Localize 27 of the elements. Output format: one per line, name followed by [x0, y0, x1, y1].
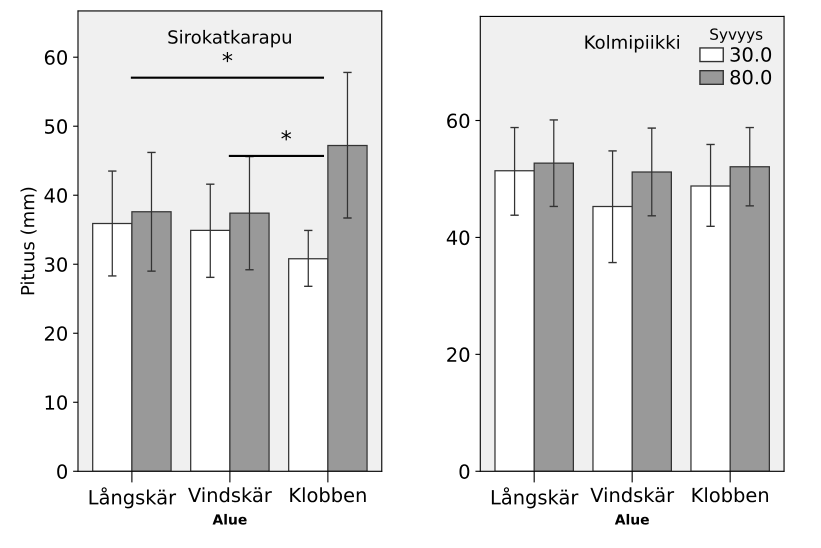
- x-axis-title: Alue: [614, 514, 649, 525]
- legend-label: 30.0: [730, 47, 772, 62]
- y-tick-label: 20: [447, 347, 470, 362]
- y-tick-label: 0: [57, 464, 67, 479]
- x-tick-label: Vindskär: [590, 487, 674, 502]
- y-tick-label: 40: [446, 230, 470, 246]
- legend-title: Syvyys: [710, 28, 762, 43]
- legend-label: 80.0: [730, 70, 772, 85]
- y-tick-label: 10: [46, 395, 67, 410]
- text: Kolmipiikki: [585, 34, 679, 52]
- x-axis-title: Alue: [212, 514, 247, 525]
- y-tick-label: 60: [447, 113, 470, 128]
- y-tick-label: 40: [44, 188, 67, 203]
- y-tick-label: 0: [459, 464, 470, 479]
- text: Sirokatkarapu: [168, 30, 291, 48]
- annotation: *: [281, 130, 292, 140]
- x-tick-label: Vindskär: [188, 487, 272, 502]
- y-tick-label: 20: [44, 326, 67, 341]
- x-tick-label: Långskär: [492, 487, 578, 508]
- y-axis-title: Pituus (mm): [20, 188, 37, 294]
- annotation: *: [222, 52, 232, 62]
- x-tick-label: Klobben: [692, 487, 768, 502]
- y-tick-label: 50: [45, 119, 67, 134]
- y-tick-label: 30: [45, 257, 67, 272]
- x-tick-label: Långskär: [90, 487, 176, 508]
- y-tick-label: 60: [44, 50, 67, 65]
- x-tick-label: Klobben: [290, 487, 366, 502]
